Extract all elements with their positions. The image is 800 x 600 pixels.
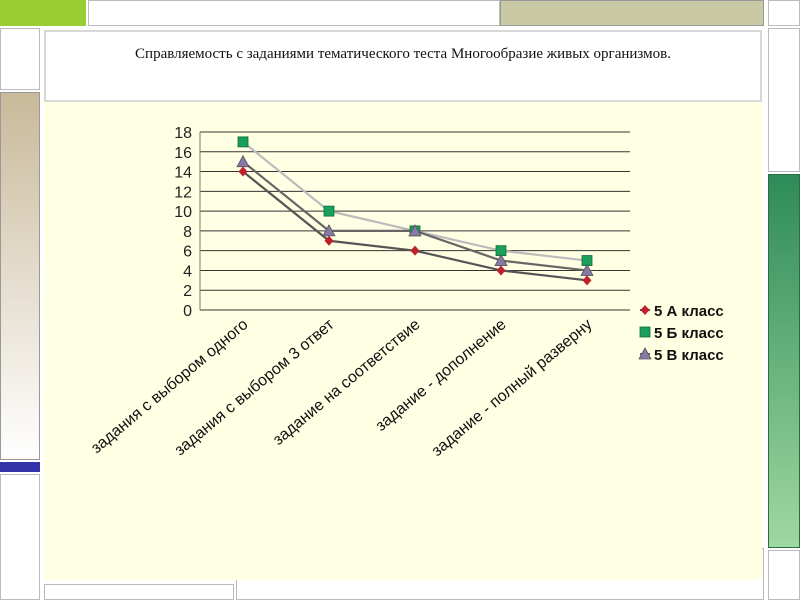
y-tick-label: 12 (174, 184, 192, 201)
data-point (236, 154, 250, 168)
series-line (242, 141, 588, 262)
slide-title: Справляемость с заданиями тематического … (135, 46, 671, 62)
data-point (410, 245, 420, 256)
data-point (496, 265, 506, 276)
y-tick-label: 14 (174, 165, 192, 182)
data-point (324, 235, 334, 246)
decor-top-box (88, 0, 500, 26)
decor-tan-block (500, 0, 764, 26)
y-tick-label: 16 (174, 145, 192, 162)
y-tick-label: 10 (174, 204, 192, 221)
data-point (238, 166, 248, 177)
y-tick-label: 0 (183, 303, 192, 320)
x-tick-label: задания с выбором одного (88, 316, 252, 457)
legend-label: 5 В класс (654, 347, 724, 364)
decor-right-box-bottom (768, 550, 800, 600)
data-point (640, 305, 650, 315)
y-tick-label: 2 (183, 283, 192, 300)
y-tick-label: 4 (183, 263, 192, 280)
decor-left-blue (0, 462, 40, 472)
decor-green-block (0, 0, 86, 26)
legend-label: 5 Б класс (654, 325, 724, 342)
y-tick-label: 8 (183, 224, 192, 241)
x-tick-label: задание - полный разверну (429, 316, 596, 460)
decor-bottom-box-left (44, 584, 234, 600)
data-point (408, 224, 422, 237)
data-point (639, 326, 651, 338)
data-point (237, 136, 249, 148)
decor-left-tan (0, 92, 40, 460)
data-point (323, 205, 335, 217)
data-point (582, 275, 592, 286)
decor-left-box-top (0, 28, 40, 90)
data-point (322, 224, 336, 237)
slide-title-box: Справляемость с заданиями тематического … (44, 30, 762, 102)
legend-label: 5 А класс (654, 303, 724, 320)
data-point (638, 347, 652, 360)
decor-right-box-top (768, 0, 800, 26)
y-tick-label: 6 (183, 244, 192, 261)
x-tick-label: задание на соответствие (270, 316, 424, 449)
decor-left-box-bottom (0, 474, 40, 600)
decor-right-green (768, 174, 800, 548)
decor-right-box (768, 28, 800, 172)
x-tick-label: задания с выбором 3 ответ (172, 316, 338, 460)
chart-area: 0 2 4 6 8 10 12 14 16 18 задания с выбором одного з… (44, 102, 762, 580)
data-point (580, 263, 594, 276)
data-point (494, 253, 508, 266)
y-tick-label: 18 (174, 125, 192, 142)
